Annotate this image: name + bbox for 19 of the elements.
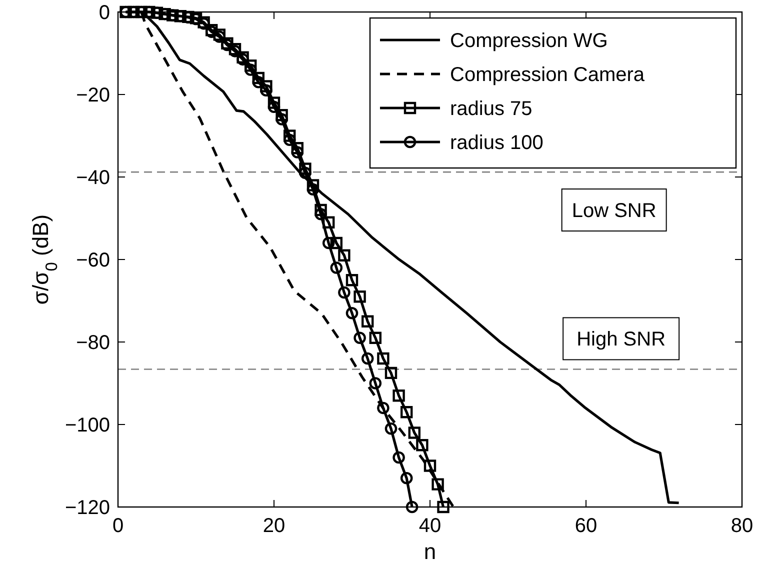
legend-label: Compression WG	[450, 30, 608, 52]
annotation: Low SNR	[572, 200, 656, 222]
x-tick-label: 0	[112, 515, 124, 537]
x-tick-label: 80	[730, 515, 754, 537]
annotation: High SNR	[576, 328, 666, 351]
x-tick-label: 20	[262, 515, 286, 537]
x-axis-title: n	[424, 539, 436, 564]
y-tick-label: −20	[76, 84, 110, 106]
y-tick-label: −120	[64, 497, 110, 519]
y-tick-label: −80	[76, 332, 110, 354]
legend-label: radius 75	[450, 98, 532, 120]
y-tick-label: 0	[98, 2, 110, 24]
y-tick-label: −40	[76, 167, 110, 189]
x-tick-label: 40	[418, 515, 442, 537]
y-tick-label: −100	[64, 414, 110, 436]
x-tick-label: 60	[574, 515, 598, 537]
legend-label: Compression Camera	[450, 64, 646, 86]
y-tick-label: −60	[76, 250, 110, 272]
legend-label: radius 100	[450, 132, 544, 154]
